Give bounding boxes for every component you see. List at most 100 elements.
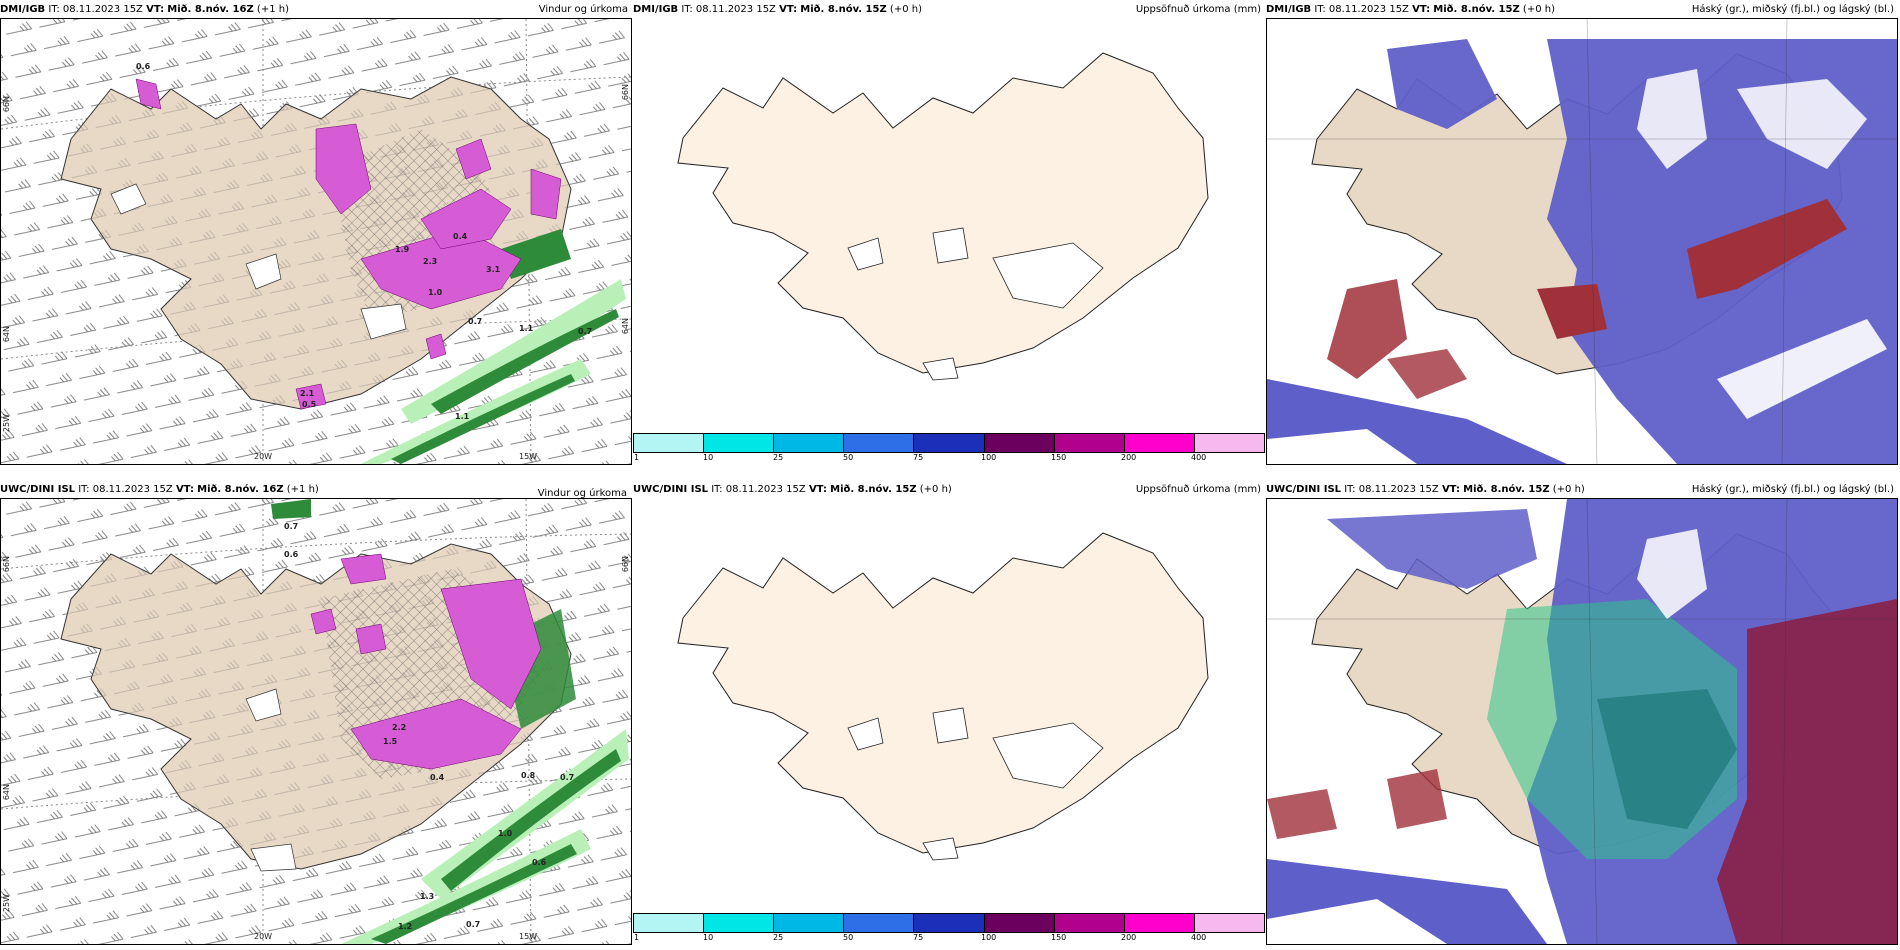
- vt-label: VT:: [175, 484, 194, 495]
- map-area[interactable]: [1266, 18, 1898, 465]
- lat-label: 66N: [2, 96, 11, 113]
- panel-title: Uppsöfnuð úrkoma (mm): [1135, 4, 1261, 15]
- panel-dmi-accum-precip: DMI/IGB IT: 08.11.2023 15Z VT: Mið. 8.nó…: [633, 0, 1265, 475]
- precip-value: 1.0: [498, 829, 513, 838]
- panel-header: UWC/DINI ISL IT: 08.11.2023 15Z VT: Mið.…: [1266, 484, 1585, 498]
- lat-label-right: 66N: [621, 556, 630, 573]
- precip-legend: [633, 433, 1265, 453]
- legend-tick: 1: [634, 933, 640, 942]
- precip-value: 0.7: [284, 522, 299, 531]
- vt-label: VT:: [1412, 4, 1431, 15]
- map-area[interactable]: [0, 18, 632, 465]
- panel-title: Háský (gr.), miðský (fj.bl.) og lágský (…: [1691, 484, 1894, 495]
- legend-tick: 25: [773, 453, 784, 462]
- map-area[interactable]: [0, 498, 632, 945]
- vt-value: Mið. 8.nóv. 15Z: [830, 484, 917, 495]
- lat-label-right: 66N: [621, 84, 630, 101]
- legend-swatch: [984, 434, 1055, 452]
- legend-labels: 1 10 25 50 75 100 150 200 400: [633, 453, 1263, 463]
- vt-label: VT:: [1441, 484, 1460, 495]
- precip-value: 0.7: [578, 327, 593, 336]
- iceland-landmass: [677, 532, 1209, 854]
- panel-header: DMI/IGB IT: 08.11.2023 15Z VT: Mið. 8.nó…: [633, 4, 922, 18]
- panel-uwc-wind-precip: UWC/DINI ISL IT: 08.11.2023 15Z VT: Mið.…: [0, 480, 632, 950]
- legend-tick: 75: [913, 453, 924, 462]
- wind-precip-map: [1, 19, 631, 464]
- panel-title-row2-left: Vindur og úrkoma: [1, 484, 631, 499]
- precip-legend: [633, 913, 1265, 933]
- cloud-map: [1267, 499, 1897, 944]
- precip-value: 0.4: [430, 773, 445, 782]
- precip-value: 1.2: [398, 922, 413, 931]
- legend-tick: 100: [981, 933, 997, 942]
- lead-time: (+1 h): [256, 4, 289, 15]
- it-value: 08.11.2023 15Z: [1328, 4, 1409, 15]
- model-name: DMI/IGB: [633, 4, 679, 15]
- legend-tick: 1: [634, 453, 640, 462]
- model-name: UWC/DINI ISL: [1266, 484, 1342, 495]
- panel-title: Uppsöfnuð úrkoma (mm): [1135, 484, 1261, 495]
- precip-value: 0.6: [284, 550, 299, 559]
- precip-cell: [315, 123, 372, 215]
- legend-swatch: [984, 914, 1055, 932]
- precip-band-dark: [431, 309, 619, 414]
- it-label: IT:: [1344, 484, 1356, 495]
- model-name: DMI/IGB: [0, 4, 46, 15]
- vt-label: VT:: [808, 484, 827, 495]
- it-label: IT:: [78, 484, 90, 495]
- model-name: UWC/DINI ISL: [633, 484, 709, 495]
- panel-header: UWC/DINI ISL IT: 08.11.2023 15Z VT: Mið.…: [633, 484, 952, 498]
- vt-value: Mið. 8.nóv. 16Z: [197, 484, 284, 495]
- lon-label: 25W: [2, 414, 11, 433]
- lead-time: (+0 h): [1522, 4, 1555, 15]
- legend-tick: 400: [1191, 933, 1207, 942]
- legend-swatch: [1124, 914, 1195, 932]
- map-area[interactable]: [633, 18, 1263, 446]
- legend-labels: 1 10 25 50 75 100 150 200 400: [633, 933, 1263, 943]
- legend-tick: 150: [1051, 933, 1067, 942]
- precip-value: 0.5: [302, 400, 317, 409]
- vt-value: Mið. 8.nóv. 16Z: [167, 4, 254, 15]
- precip-value: 1.0: [428, 288, 443, 297]
- legend-swatch: [914, 434, 985, 452]
- legend-tick: 10: [703, 453, 714, 462]
- precip-value: 1.1: [455, 412, 470, 421]
- panel-title: Háský (gr.), miðský (fj.bl.) og lágský (…: [1691, 4, 1894, 15]
- it-label: IT:: [1314, 4, 1326, 15]
- panel-uwc-clouds: UWC/DINI ISL IT: 08.11.2023 15Z VT: Mið.…: [1266, 480, 1898, 950]
- precip-value: 0.8: [521, 771, 536, 780]
- legend-tick: 100: [981, 453, 997, 462]
- map-area[interactable]: [633, 498, 1263, 926]
- legend-swatch: [774, 914, 845, 932]
- map-area[interactable]: [1266, 498, 1898, 945]
- it-value: 08.11.2023 15Z: [725, 484, 806, 495]
- precip-value: 0.6: [136, 62, 151, 71]
- legend-tick: 10: [703, 933, 714, 942]
- legend-tick: 200: [1121, 933, 1137, 942]
- panel-title: Vindur og úrkoma: [537, 488, 627, 499]
- precip-value: 2.1: [300, 389, 315, 398]
- cloud-layer-high: [1687, 199, 1847, 299]
- precip-value: 0.4: [453, 232, 468, 241]
- lat-label: 64N: [2, 784, 11, 801]
- legend-swatch: [844, 914, 915, 932]
- lat-label: 64N: [2, 326, 11, 343]
- model-name: UWC/DINI ISL: [0, 484, 76, 495]
- precip-value: 0.7: [560, 773, 575, 782]
- lon-label: 25W: [2, 894, 11, 913]
- legend-tick: 150: [1051, 453, 1067, 462]
- legend-swatch: [1054, 434, 1125, 452]
- legend-swatch: [1194, 434, 1264, 452]
- model-name: DMI/IGB: [1266, 4, 1312, 15]
- precip-value: 2.2: [392, 723, 407, 732]
- legend-swatch: [844, 434, 915, 452]
- lead-time: (+1 h): [286, 484, 319, 495]
- panel-dmi-wind-precip: DMI/IGB IT: 08.11.2023 15Z VT: Mið. 8.nó…: [0, 0, 632, 475]
- precip-value: 0.7: [466, 920, 481, 929]
- lon-label: 15W: [519, 452, 538, 461]
- cloud-map: [1267, 19, 1897, 464]
- lead-time: (+0 h): [919, 484, 952, 495]
- legend-swatch: [634, 434, 705, 452]
- precip-cell: [350, 698, 522, 770]
- precip-value: 0.6: [532, 858, 547, 867]
